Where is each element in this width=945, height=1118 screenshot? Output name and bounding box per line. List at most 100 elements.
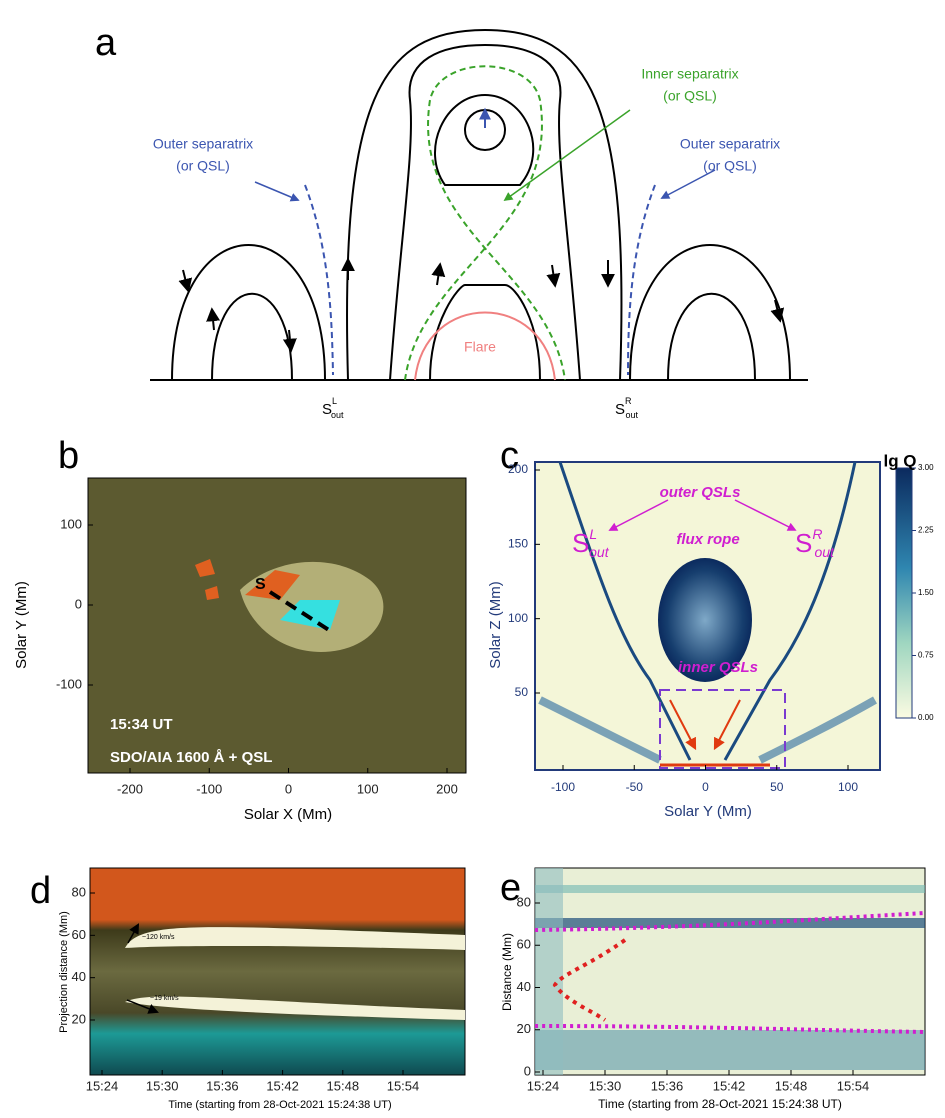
annotation: outer QSLs <box>660 484 741 501</box>
x-tick-label: -100 <box>196 781 222 796</box>
x-tick-label: 100 <box>838 780 858 794</box>
outer-separatrix-line <box>627 184 656 376</box>
colorbar-tick-label: 3.00 <box>918 463 934 472</box>
annotation: (or QSL) <box>703 158 757 174</box>
annotation: Inner separatrix <box>641 66 738 82</box>
annotation: flux rope <box>676 531 739 548</box>
x-tick-label: 15:42 <box>713 1078 746 1093</box>
s-label: SR out <box>615 396 639 420</box>
x-tick-label: 15:30 <box>146 1078 179 1093</box>
s-main: S <box>322 401 332 418</box>
y-axis-label: Solar Z (Mm) <box>487 581 504 669</box>
x-tick-label: 15:54 <box>387 1078 420 1093</box>
qsl-trace <box>534 911 926 932</box>
y-tick-label: 80 <box>517 894 531 909</box>
y-tick-label: 150 <box>508 537 528 551</box>
y-tick-label: 60 <box>517 937 531 952</box>
panel-c: c outer QSLs flux rope inner QSLs SL out … <box>487 435 917 820</box>
y-tick-label: -100 <box>56 676 82 691</box>
image <box>89 867 466 1076</box>
x-axis-label: Time (starting from 28-Oct-2021 15:24:38… <box>168 1099 391 1111</box>
s-sup: R <box>812 526 822 542</box>
panel-a: a Inner separatrix (or QSL) Outer separa… <box>95 22 808 420</box>
x-tick-label: 15:30 <box>589 1078 622 1093</box>
panel-label: b <box>58 435 79 477</box>
image-feature <box>538 696 877 764</box>
y-axis-label: Projection distance (Mm) <box>58 911 70 1033</box>
s-sub: out <box>626 410 639 420</box>
y-tick-label: 40 <box>72 969 86 984</box>
s-label: SL out <box>572 526 610 560</box>
colorbar-tick-label: 2.25 <box>918 526 934 535</box>
image-feature <box>535 1030 925 1070</box>
arrow <box>713 699 741 751</box>
box <box>659 689 786 769</box>
arrow <box>126 999 159 1014</box>
y-axis-label: Distance (Mm) <box>500 933 514 1011</box>
image-feature <box>535 885 925 893</box>
arrow <box>608 499 669 531</box>
arrow <box>669 699 697 751</box>
x-tick-label: 15:48 <box>327 1078 360 1093</box>
x-tick-label: 15:24 <box>86 1078 119 1093</box>
panel-label: a <box>95 22 117 64</box>
outer-separatrix-line <box>304 184 334 376</box>
annotation: Outer separatrix <box>153 136 253 152</box>
s-main: S <box>572 528 589 558</box>
x-tick-label: 15:42 <box>266 1078 299 1093</box>
s-label: SL out <box>322 396 344 420</box>
x-axis-label: Time (starting from 28-Oct-2021 15:24:38… <box>598 1097 842 1111</box>
x-tick-label: 50 <box>770 780 784 794</box>
flare-loop <box>414 311 556 381</box>
annotation: 15:34 UT <box>110 716 173 733</box>
x-axis-label: Solar Y (Mm) <box>664 803 752 820</box>
x-tick-label: 100 <box>357 781 379 796</box>
s-label: SR out <box>795 526 835 560</box>
field-lines <box>171 28 791 381</box>
image-feature <box>535 868 563 1075</box>
colorbar-title: lg Q <box>883 451 916 470</box>
x-tick-label: 15:36 <box>206 1078 239 1093</box>
panel-label: c <box>500 435 519 477</box>
s-sup: R <box>625 396 632 406</box>
image-feature <box>558 461 857 761</box>
slit <box>268 590 334 634</box>
annotation: (or QSL) <box>663 88 717 104</box>
annotation: SDO/AIA 1600 Å + QSL <box>110 749 272 766</box>
image-feature <box>195 559 300 600</box>
colorbar-tick-label: 1.50 <box>918 588 934 597</box>
y-axis-label: Solar Y (Mm) <box>13 581 30 669</box>
x-tick-label: -100 <box>551 780 575 794</box>
s-sub: out <box>331 410 344 420</box>
x-tick-label: 15:54 <box>837 1078 870 1093</box>
y-tick-label: 100 <box>508 611 528 625</box>
s-sub: out <box>589 544 610 560</box>
arrow <box>254 181 300 202</box>
annotation: ~19 km/s <box>150 995 179 1002</box>
panel-e: e Time (starting from 28-Oct-2021 15:24:… <box>500 867 926 1111</box>
arrow <box>734 499 797 531</box>
image-feature <box>125 996 465 1020</box>
y-tick-label: 60 <box>72 927 86 942</box>
colorbar-tick-label: 0.75 <box>918 651 934 660</box>
colorbar-tick-label: 0.00 <box>918 713 934 722</box>
image-feature <box>535 918 925 928</box>
annotation: (or QSL) <box>176 158 230 174</box>
arrow <box>127 923 140 944</box>
s-sub: out <box>814 544 835 560</box>
x-tick-label: 15:48 <box>775 1078 808 1093</box>
annotation: inner QSLs <box>678 659 758 676</box>
panel-b: b S 15:34 UT SDO/AIA 1600 Å + QSL Solar … <box>13 435 467 823</box>
y-tick-label: 40 <box>517 979 531 994</box>
arrow <box>503 109 631 202</box>
slit-label: S <box>255 576 266 593</box>
y-tick-label: 50 <box>515 685 529 699</box>
x-tick-label: 200 <box>436 781 458 796</box>
x-tick-label: 15:36 <box>651 1078 684 1093</box>
image-feature <box>125 927 465 950</box>
qsl-trace <box>552 938 627 1022</box>
s-main: S <box>795 528 812 558</box>
annotation: Flare <box>464 339 496 355</box>
s-main: S <box>615 401 625 418</box>
